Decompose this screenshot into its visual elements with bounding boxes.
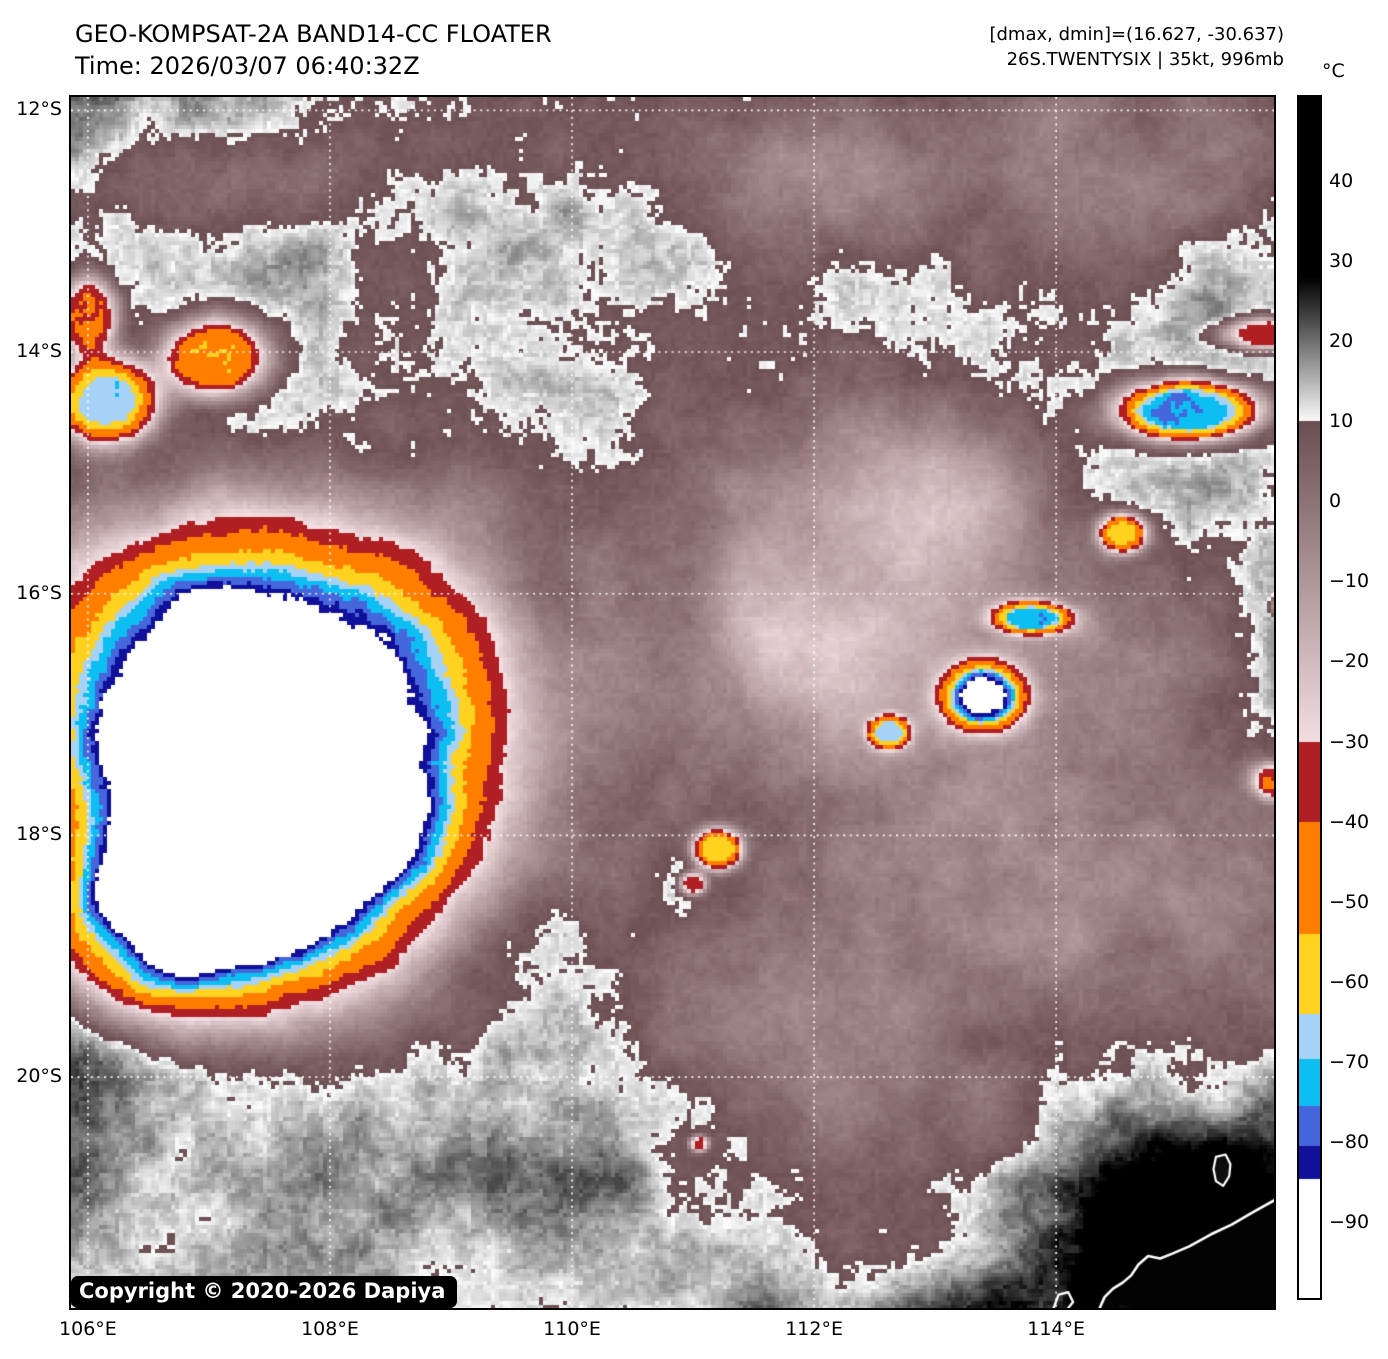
colorbar-tick-label: 0	[1329, 490, 1342, 513]
lon-tick-label: 112°E	[785, 1318, 843, 1340]
colorbar-tick-label: 20	[1329, 330, 1354, 353]
satellite-map: Copyright © 2020-2026 Dapiya	[69, 95, 1276, 1310]
colorbar-tick-label: −70	[1329, 1050, 1370, 1073]
colorbar-tick-label: −80	[1329, 1130, 1370, 1153]
storm-info-label: 26S.TWENTYSIX | 35kt, 996mb	[1006, 49, 1284, 70]
colorbar-unit-label: °C	[1322, 60, 1345, 82]
lat-tick-label: 20°S	[16, 1065, 62, 1088]
lon-tick-label: 114°E	[1027, 1318, 1086, 1340]
colorbar-tick-label: 30	[1329, 250, 1354, 273]
lat-tick-label: 12°S	[16, 98, 62, 121]
lat-tick-label: 18°S	[16, 823, 62, 846]
colorbar-tick-label: −40	[1329, 810, 1370, 833]
colorbar-tick-label: −50	[1329, 890, 1370, 913]
colorbar-tick-label: −20	[1329, 650, 1370, 673]
figure-timestamp: Time: 2026/03/07 06:40:32Z	[75, 52, 420, 80]
copyright-badge: Copyright © 2020-2026 Dapiya	[71, 1276, 458, 1308]
colorbar-tick-label: −90	[1329, 1210, 1370, 1233]
lon-tick-label: 110°E	[543, 1318, 601, 1340]
dmax-dmin-label: [dmax, dmin]=(16.627, -30.637)	[989, 24, 1284, 45]
colorbar-tick-label: 40	[1329, 170, 1354, 193]
lat-tick-label: 14°S	[16, 340, 62, 363]
figure-title: GEO-KOMPSAT-2A BAND14-CC FLOATER	[75, 20, 552, 48]
lon-tick-label: 106°E	[59, 1318, 117, 1340]
lon-tick-label: 108°E	[301, 1318, 359, 1340]
colorbar-tick-label: −30	[1329, 730, 1370, 753]
colorbar-tick-label: −60	[1329, 970, 1370, 993]
colorbar-canvas	[1299, 97, 1320, 1298]
colorbar	[1297, 95, 1322, 1300]
satellite-image-canvas	[71, 97, 1274, 1308]
colorbar-tick-label: −10	[1329, 570, 1370, 593]
lat-tick-label: 16°S	[16, 581, 62, 604]
colorbar-tick-label: 10	[1329, 410, 1354, 433]
